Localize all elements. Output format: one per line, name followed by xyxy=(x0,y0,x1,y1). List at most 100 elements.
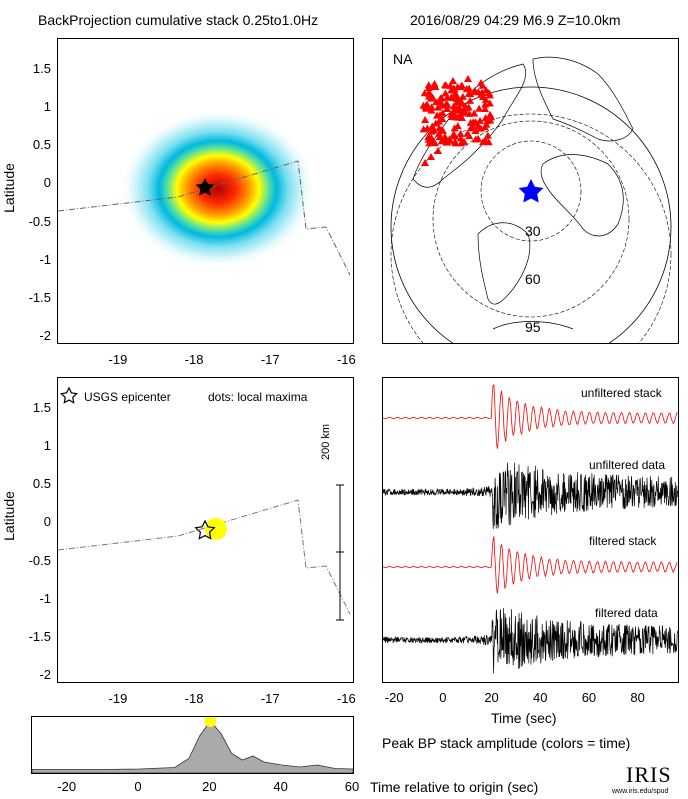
station-triangle xyxy=(451,139,460,147)
station-triangle xyxy=(486,116,495,124)
y-tick-label: -1 xyxy=(39,251,51,267)
station-triangle xyxy=(453,122,462,130)
station-triangle xyxy=(461,103,470,111)
x-tick-label: -19 xyxy=(108,352,128,367)
label-unfiltered-data: unfiltered data xyxy=(589,458,666,472)
trench-line-middle xyxy=(58,499,351,615)
x-tick-label: 60 xyxy=(344,779,360,794)
x-tick-label: 40 xyxy=(533,690,548,705)
station-triangle xyxy=(481,100,490,108)
label-filtered-data: filtered data xyxy=(595,606,658,620)
ring-label-60: 60 xyxy=(525,271,541,287)
station-triangle xyxy=(469,118,478,126)
x-tick-label: -18 xyxy=(184,691,204,706)
station-triangle xyxy=(443,138,452,146)
coastline-south-america xyxy=(477,222,531,305)
station-triangle xyxy=(466,96,475,104)
y-tick-label: 1 xyxy=(43,98,51,114)
cumulative-stack-plot xyxy=(57,38,354,344)
x-tick-label: 80 xyxy=(630,690,645,705)
legend-epicenter-label: USGS epicenter xyxy=(84,390,171,404)
x-tick-label: -18 xyxy=(184,352,204,367)
station-triangle xyxy=(442,100,451,108)
station-triangle xyxy=(427,127,436,135)
station-triangle xyxy=(483,131,492,139)
station-triangle xyxy=(432,98,441,106)
ring-95 xyxy=(390,113,672,343)
station-triangle xyxy=(438,115,447,123)
station-triangle xyxy=(443,105,452,113)
station-triangle xyxy=(427,153,435,160)
epicenter-star-middle xyxy=(194,519,216,540)
traces-x-label: Time (sec) xyxy=(491,710,557,726)
station-triangle xyxy=(443,93,452,101)
coastline-europe xyxy=(532,56,634,142)
station-triangle xyxy=(435,111,444,119)
label-unfiltered-stack: unfiltered stack xyxy=(581,386,662,400)
station-triangle xyxy=(425,92,434,100)
y-tick-label: 0 xyxy=(43,514,51,530)
station-triangle xyxy=(421,116,430,124)
station-triangle xyxy=(436,94,445,102)
y-tick-label: -0.5 xyxy=(28,552,51,568)
station-triangle xyxy=(456,129,465,137)
bottom-x-label: Time relative to origin (sec) xyxy=(370,779,539,795)
ring-30 xyxy=(480,140,582,242)
station-triangle xyxy=(429,139,437,146)
y-tick-label: 1 xyxy=(43,437,51,453)
station-triangle xyxy=(428,122,437,130)
x-tick-label: -19 xyxy=(108,691,128,706)
station-triangle xyxy=(458,92,467,100)
station-triangle xyxy=(468,121,477,129)
station-triangle xyxy=(481,136,490,144)
station-triangles xyxy=(419,75,496,166)
station-triangle xyxy=(486,110,495,118)
y-tick-label: 0.5 xyxy=(32,476,51,492)
station-triangle xyxy=(460,137,469,145)
trace-unfiltered-data xyxy=(383,462,678,530)
trace-filtered-data xyxy=(383,607,678,674)
station-triangle xyxy=(434,103,443,111)
station-triangle xyxy=(451,89,460,97)
station-map: NA 30 60 95 xyxy=(382,38,679,344)
coastline-antarctica xyxy=(492,321,574,330)
station-triangle xyxy=(449,77,457,84)
station-triangle xyxy=(476,116,485,124)
ring-60 xyxy=(432,120,630,318)
station-triangle xyxy=(466,90,475,98)
station-triangle xyxy=(427,133,436,141)
y-tick-label: -2 xyxy=(39,328,51,344)
ring-label-30: 30 xyxy=(525,223,541,239)
x-tick-label: 0 xyxy=(439,690,447,705)
y-tick-label: 1.5 xyxy=(32,60,51,76)
ring-label-95: 95 xyxy=(525,319,541,335)
scale-label: 200 km xyxy=(320,423,332,460)
local-maxima-plot: USGS epicenter dots: local maxima 200 km xyxy=(57,377,354,683)
y-tick-label: 0 xyxy=(43,175,51,191)
station-triangle xyxy=(456,134,465,142)
amplitude-peak-dot xyxy=(204,717,217,727)
y-tick-label: -1.5 xyxy=(28,290,51,306)
station-triangle xyxy=(455,111,464,119)
iris-logo: IRIS xyxy=(626,762,672,787)
x-tick-label: -20 xyxy=(57,779,77,794)
y-tick-label: 0.5 xyxy=(32,137,51,153)
station-triangle xyxy=(470,109,479,117)
station-triangle xyxy=(479,93,487,100)
label-filtered-stack: filtered stack xyxy=(589,534,657,548)
x-tick-label: -16 xyxy=(336,352,356,367)
legend-dots-label: dots: local maxima xyxy=(208,390,308,404)
station-triangle xyxy=(463,129,472,137)
station-triangle xyxy=(441,133,449,140)
station-triangle xyxy=(471,126,480,134)
station-triangle xyxy=(450,131,459,139)
epicenter-star xyxy=(195,178,215,196)
x-tick-label: 0 xyxy=(134,779,142,794)
y-tick-label: 1.5 xyxy=(32,399,51,415)
x-tick-label: 20 xyxy=(202,779,217,794)
coastline-africa xyxy=(540,154,624,237)
chart-title: BackProjection cumulative stack 0.25to1.… xyxy=(38,12,319,28)
station-triangle xyxy=(454,106,463,114)
y-tick-label: -0.5 xyxy=(28,213,51,229)
station-triangle xyxy=(481,104,490,112)
